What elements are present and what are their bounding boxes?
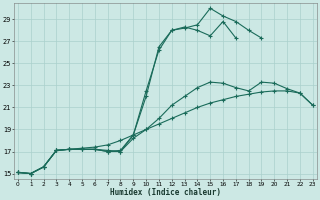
- X-axis label: Humidex (Indice chaleur): Humidex (Indice chaleur): [110, 188, 221, 197]
